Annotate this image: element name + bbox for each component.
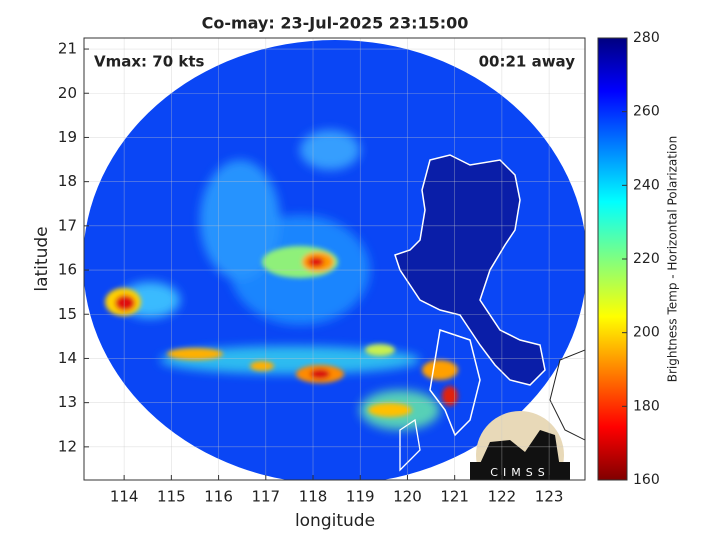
colorbar-tick-label: 220 <box>633 251 660 267</box>
y-tick-label: 13 <box>58 393 77 411</box>
plot-frame <box>83 37 586 481</box>
logo-text: CIMSS <box>490 466 549 479</box>
colorbar-tick-label: 260 <box>633 104 660 120</box>
colorbar-tick-label: 280 <box>633 30 660 46</box>
y-tick-label: 19 <box>58 128 77 146</box>
y-tick-label: 14 <box>58 349 77 367</box>
x-tick-label: 118 <box>299 488 328 506</box>
colorbar-tick-label: 240 <box>633 177 660 193</box>
colorbar-label: Brightness Temp - Horizontal Polarizatio… <box>666 136 680 383</box>
y-tick-label: 21 <box>58 40 77 58</box>
chart-title: Co-may: 23-Jul-2025 23:15:00 <box>202 14 469 33</box>
y-tick-label: 12 <box>58 437 77 455</box>
y-tick-label: 20 <box>58 84 77 102</box>
x-tick-label: 122 <box>488 488 517 506</box>
y-tick-label: 18 <box>58 172 77 190</box>
x-tick-label: 121 <box>440 488 469 506</box>
x-tick-label: 117 <box>251 488 280 506</box>
colorbar-tick-label: 180 <box>633 398 660 414</box>
y-tick-label: 15 <box>58 305 77 323</box>
x-tick-label: 114 <box>110 488 139 506</box>
x-tick-label: 123 <box>535 488 564 506</box>
x-axis-label: longitude <box>295 511 375 531</box>
annotation: 00:21 away <box>479 53 576 71</box>
x-tick-label: 119 <box>346 488 375 506</box>
annotation: Vmax: 70 kts <box>94 53 204 71</box>
colorbar-tick-label: 160 <box>633 472 660 488</box>
colorbar-tick-label: 200 <box>633 325 660 341</box>
x-tick-label: 120 <box>393 488 422 506</box>
y-tick-label: 16 <box>58 261 77 279</box>
y-axis-label: latitude <box>32 226 52 291</box>
logo: CIMSS <box>470 411 570 480</box>
y-tick-label: 17 <box>58 216 77 234</box>
x-tick-label: 115 <box>157 488 186 506</box>
x-tick-label: 116 <box>204 488 233 506</box>
